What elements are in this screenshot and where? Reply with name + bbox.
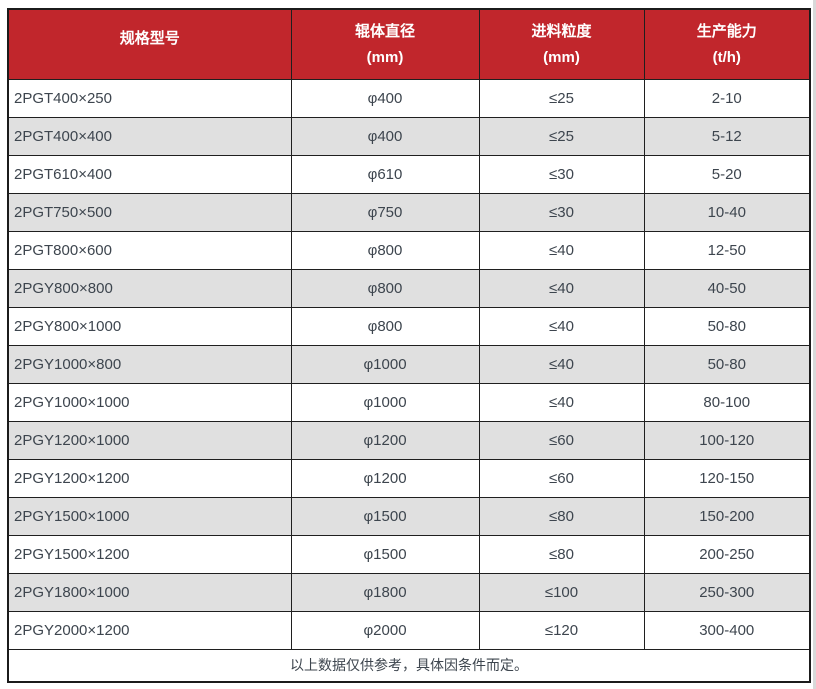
model-cell: 2PGY1000×1000 (7, 382, 292, 422)
header-label: 生产能力 (696, 22, 757, 40)
feed-size-cell: ≤80 (478, 496, 645, 536)
model-cell: 2PGT800×600 (7, 230, 292, 270)
feed-size-cell: ≤40 (478, 306, 645, 346)
capacity-cell: 10-40 (643, 192, 811, 232)
model-cell: 2PGY800×800 (7, 268, 292, 308)
diameter-cell: φ610 (290, 154, 480, 194)
capacity-cell: 200-250 (643, 534, 811, 574)
model-cell: 2PGY800×1000 (7, 306, 292, 346)
header-cell-diameter: 辊体直径 (mm) (290, 8, 480, 80)
feed-size-cell: ≤25 (478, 78, 645, 118)
capacity-cell: 300-400 (643, 610, 811, 650)
model-cell: 2PGY1200×1000 (7, 420, 292, 460)
header-row: 规格型号 辊体直径 (mm) 进料粒度 (mm) (7, 8, 811, 80)
header-unit: (t/h) (712, 48, 741, 66)
capacity-cell: 5-20 (643, 154, 811, 194)
feed-size-cell: ≤30 (478, 154, 645, 194)
feed-size-cell: ≤100 (478, 572, 645, 612)
diameter-cell: φ750 (290, 192, 480, 232)
diameter-cell: φ1000 (290, 344, 480, 384)
model-cell: 2PGT400×250 (7, 78, 292, 118)
header-cell-model: 规格型号 (7, 8, 292, 80)
table-row: 2PGY1000×1000 φ1000 ≤40 80-100 (7, 382, 811, 422)
header-label: 辊体直径 (354, 22, 415, 40)
capacity-cell: 150-200 (643, 496, 811, 536)
capacity-cell: 40-50 (643, 268, 811, 308)
diameter-cell: φ1200 (290, 458, 480, 498)
table-row: 2PGY2000×1200 φ2000 ≤120 300-400 (7, 610, 811, 650)
model-cell: 2PGT610×400 (7, 154, 292, 194)
table-row: 2PGT400×250 φ400 ≤25 2-10 (7, 78, 811, 118)
table-row: 2PGY1500×1000 φ1500 ≤80 150-200 (7, 496, 811, 536)
header-unit: (mm) (543, 48, 580, 66)
model-cell: 2PGY1200×1200 (7, 458, 292, 498)
feed-size-cell: ≤40 (478, 382, 645, 422)
feed-size-cell: ≤120 (478, 610, 645, 650)
diameter-cell: φ1800 (290, 572, 480, 612)
feed-size-cell: ≤60 (478, 420, 645, 460)
footnote-text: 以上数据仅供参考，具体因条件而定。 (7, 648, 811, 683)
table-footer: 以上数据仅供参考，具体因条件而定。 (7, 648, 811, 683)
table-row: 2PGY1200×1000 φ1200 ≤60 100-120 (7, 420, 811, 460)
capacity-cell: 100-120 (643, 420, 811, 460)
feed-size-cell: ≤30 (478, 192, 645, 232)
feed-size-cell: ≤40 (478, 230, 645, 270)
table-body: 2PGT400×250 φ400 ≤25 2-10 2PGT400×400 φ4… (7, 78, 811, 650)
diameter-cell: φ800 (290, 230, 480, 270)
model-cell: 2PGY1000×800 (7, 344, 292, 384)
table-row: 2PGY800×800 φ800 ≤40 40-50 (7, 268, 811, 308)
feed-size-cell: ≤25 (478, 116, 645, 156)
capacity-cell: 120-150 (643, 458, 811, 498)
table-row: 2PGY800×1000 φ800 ≤40 50-80 (7, 306, 811, 346)
capacity-cell: 50-80 (643, 306, 811, 346)
feed-size-cell: ≤40 (478, 268, 645, 308)
header-cell-feed-size: 进料粒度 (mm) (478, 8, 645, 80)
model-cell: 2PGY2000×1200 (7, 610, 292, 650)
table-row: 2PGT610×400 φ610 ≤30 5-20 (7, 154, 811, 194)
spec-table: 规格型号 辊体直径 (mm) 进料粒度 (mm) (7, 8, 811, 683)
diameter-cell: φ800 (290, 306, 480, 346)
diameter-cell: φ1000 (290, 382, 480, 422)
diameter-cell: φ800 (290, 268, 480, 308)
table-header: 规格型号 辊体直径 (mm) 进料粒度 (mm) (7, 8, 811, 80)
footnote-row: 以上数据仅供参考，具体因条件而定。 (7, 648, 811, 683)
feed-size-cell: ≤80 (478, 534, 645, 574)
table-row: 2PGY1800×1000 φ1800 ≤100 250-300 (7, 572, 811, 612)
capacity-cell: 50-80 (643, 344, 811, 384)
model-cell: 2PGT400×400 (7, 116, 292, 156)
table-row: 2PGT800×600 φ800 ≤40 12-50 (7, 230, 811, 270)
feed-size-cell: ≤60 (478, 458, 645, 498)
header-cell-capacity: 生产能力 (t/h) (643, 8, 811, 80)
diameter-cell: φ1500 (290, 496, 480, 536)
diameter-cell: φ1500 (290, 534, 480, 574)
header-label: 进料粒度 (531, 22, 592, 40)
table-row: 2PGY1500×1200 φ1500 ≤80 200-250 (7, 534, 811, 574)
model-cell: 2PGY1500×1000 (7, 496, 292, 536)
capacity-cell: 250-300 (643, 572, 811, 612)
table-row: 2PGY1200×1200 φ1200 ≤60 120-150 (7, 458, 811, 498)
capacity-cell: 80-100 (643, 382, 811, 422)
header-label: 规格型号 (119, 30, 180, 48)
table-row: 2PGT750×500 φ750 ≤30 10-40 (7, 192, 811, 232)
model-cell: 2PGY1500×1200 (7, 534, 292, 574)
capacity-cell: 5-12 (643, 116, 811, 156)
page-edge-shadow (813, 0, 816, 689)
model-cell: 2PGT750×500 (7, 192, 292, 232)
feed-size-cell: ≤40 (478, 344, 645, 384)
capacity-cell: 12-50 (643, 230, 811, 270)
diameter-cell: φ1200 (290, 420, 480, 460)
table-row: 2PGY1000×800 φ1000 ≤40 50-80 (7, 344, 811, 384)
diameter-cell: φ400 (290, 116, 480, 156)
table-row: 2PGT400×400 φ400 ≤25 5-12 (7, 116, 811, 156)
diameter-cell: φ2000 (290, 610, 480, 650)
model-cell: 2PGY1800×1000 (7, 572, 292, 612)
header-unit: (mm) (366, 48, 404, 66)
diameter-cell: φ400 (290, 78, 480, 118)
capacity-cell: 2-10 (643, 78, 811, 118)
